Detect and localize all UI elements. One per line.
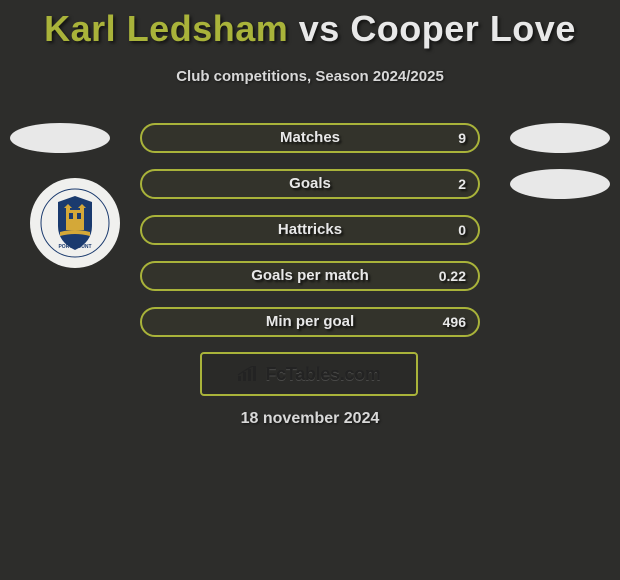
player2-pill [510, 123, 610, 153]
stat-bar: Min per goal 496 [140, 307, 480, 337]
bar-chart-icon [237, 366, 259, 382]
comparison-title: Karl Ledsham vs Cooper Love [0, 0, 620, 50]
stat-label: Min per goal [142, 309, 478, 335]
brand-link[interactable]: FcTables.com [200, 352, 418, 396]
player1-name: Karl Ledsham [44, 8, 288, 49]
stat-value: 9 [458, 125, 466, 151]
svg-text:PORT COUNT: PORT COUNT [58, 244, 91, 250]
stat-bar: Hattricks 0 [140, 215, 480, 245]
stat-row: Matches 9 [0, 115, 620, 161]
stat-label: Matches [142, 125, 478, 151]
player2-name: Cooper Love [350, 8, 576, 49]
crest-icon: PORT COUNT [40, 188, 110, 258]
stat-label: Goals [142, 171, 478, 197]
stat-bar: Goals 2 [140, 169, 480, 199]
stat-bar: Matches 9 [140, 123, 480, 153]
player2-pill [510, 169, 610, 199]
stat-value: 0 [458, 217, 466, 243]
player1-pill [10, 123, 110, 153]
stat-label: Hattricks [142, 217, 478, 243]
stat-bar: Goals per match 0.22 [140, 261, 480, 291]
stat-label: Goals per match [142, 263, 478, 289]
stat-value: 2 [458, 171, 466, 197]
club-crest: PORT COUNT [30, 178, 120, 268]
stat-row: Min per goal 496 [0, 299, 620, 345]
stat-value: 0.22 [439, 263, 466, 289]
stat-value: 496 [443, 309, 466, 335]
vs-label: vs [299, 8, 340, 49]
subtitle: Club competitions, Season 2024/2025 [0, 68, 620, 85]
brand-text: FcTables.com [265, 364, 380, 385]
date-label: 18 november 2024 [0, 410, 620, 428]
